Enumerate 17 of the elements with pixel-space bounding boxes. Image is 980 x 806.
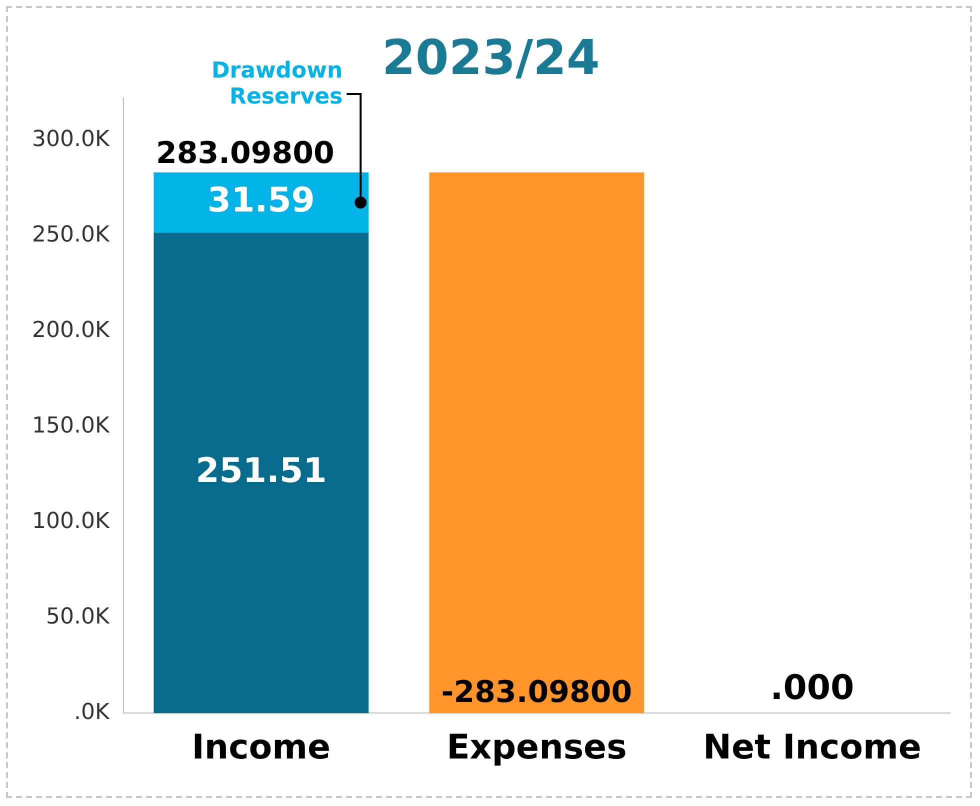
y-tick-label: 250.0K [32, 222, 110, 248]
x-tick-label: Expenses [446, 727, 627, 768]
data-label: 31.59 [207, 180, 315, 220]
y-tick-label: 100.0K [32, 508, 110, 534]
chart-title: 2023/24 [382, 30, 600, 86]
y-tick-label: 150.0K [32, 413, 110, 438]
data-label: .000 [770, 668, 854, 708]
text: Drawdown Reserves [211, 58, 343, 110]
x-tick-label: Income [192, 727, 331, 768]
y-tick-label: 50.0K [46, 604, 110, 630]
y-tick-label: 200.0K [32, 318, 110, 343]
annotation: -283.09800 [441, 674, 632, 710]
x-tick-label: Net Income [703, 727, 922, 768]
y-tick-label: 300.0K [32, 126, 110, 152]
total-label: 283.09800 [156, 136, 334, 172]
data-label: 251.51 [196, 450, 327, 491]
y-tick-label: .0K [74, 700, 110, 725]
